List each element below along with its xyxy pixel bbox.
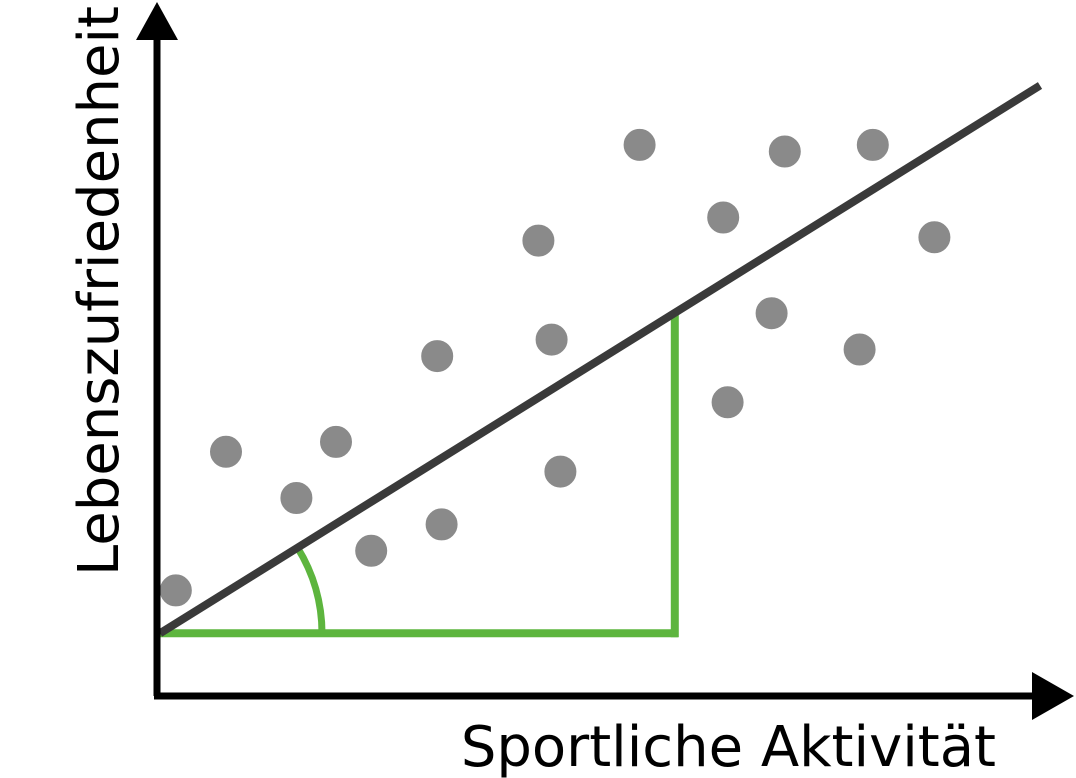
data-point — [916, 219, 953, 256]
axes — [136, 2, 1074, 720]
data-point — [705, 199, 742, 236]
slope-angle-arc — [294, 545, 326, 634]
data-point — [542, 453, 579, 490]
data-point — [208, 433, 244, 470]
data-point — [709, 384, 746, 421]
slope-triangle — [160, 312, 679, 638]
regression-line-group — [157, 82, 1043, 637]
data-point — [854, 126, 891, 163]
data-point — [766, 133, 803, 170]
data-point — [419, 338, 456, 375]
data-point — [533, 321, 570, 358]
data-point — [520, 222, 557, 259]
data-point — [318, 423, 354, 460]
regression-line — [157, 82, 1043, 637]
data-point — [278, 480, 315, 516]
x-axis-label: Sportliche Aktivität — [461, 715, 996, 778]
data-point — [621, 126, 658, 163]
data-point — [423, 506, 460, 543]
data-point — [753, 295, 790, 332]
data-point — [353, 532, 390, 569]
y-axis-label: Lebenszufriedenheit — [67, 6, 132, 576]
y-axis-arrow-icon — [136, 2, 178, 40]
data-point — [157, 572, 194, 609]
data-points — [157, 126, 953, 609]
x-axis-arrow-icon — [1032, 672, 1074, 720]
data-point — [841, 331, 878, 368]
